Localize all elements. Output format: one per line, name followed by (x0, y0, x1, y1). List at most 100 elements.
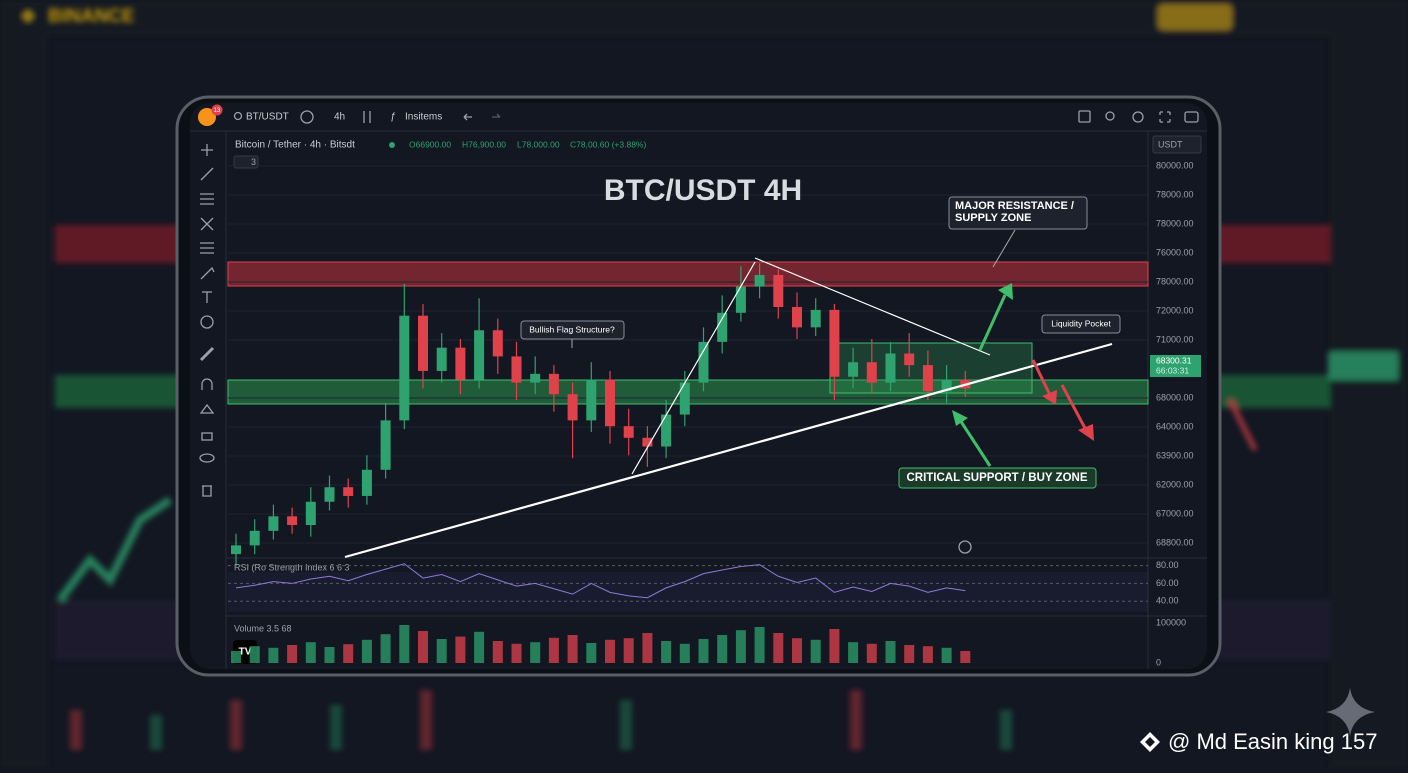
search-icon[interactable] (233, 111, 243, 121)
candle-body (792, 306, 802, 328)
badge-count: 13 (214, 108, 221, 114)
annotation: Bullish Flag Structure? (529, 324, 615, 334)
candle-body (661, 414, 672, 447)
candle-body (548, 373, 559, 395)
fib[interactable] (200, 193, 214, 205)
arrow-head (998, 283, 1013, 300)
price-tag (1150, 355, 1201, 377)
arrow-down (1060, 384, 1088, 431)
replay-icon[interactable] (958, 540, 972, 554)
price-label: 68800.00 (1156, 537, 1194, 547)
price-axis: 80000.00 78000.00 78000.00 76000.00 78000.00… (1156, 160, 1194, 547)
trendline[interactable] (200, 167, 214, 181)
candle-body (231, 545, 241, 555)
emoji[interactable] (200, 315, 214, 329)
rsi-tick-label: 80.00 (1156, 560, 1179, 570)
candle-body (586, 379, 597, 421)
candle-body (436, 347, 447, 371)
fullscreen[interactable] (1159, 111, 1171, 123)
volume-bar (305, 642, 316, 663)
callout-line (992, 229, 1016, 268)
candle-body (679, 382, 690, 415)
symbol[interactable]: BT/USDT (246, 112, 289, 123)
lock[interactable] (201, 432, 213, 441)
redo[interactable] (492, 113, 501, 118)
volume-bar (866, 643, 877, 663)
indicators[interactable]: Insitems (405, 112, 442, 123)
candle-body (698, 341, 709, 383)
candle-body (268, 516, 279, 531)
annotation-box (520, 320, 625, 340)
ruler[interactable] (199, 346, 215, 362)
volume-bar (679, 643, 690, 663)
indicators-icon[interactable]: ƒ (390, 112, 396, 123)
chart-type[interactable] (363, 111, 371, 123)
lock-draw[interactable] (199, 403, 215, 414)
volume-bar (399, 625, 410, 663)
volume-bar (848, 642, 859, 663)
price-label: 78000.00 (1156, 276, 1194, 286)
currency-select[interactable] (1152, 135, 1202, 154)
interval[interactable]: 4h (334, 112, 345, 123)
trash[interactable] (202, 485, 212, 497)
indicator-count: 3 (251, 157, 256, 167)
candle-body (380, 420, 391, 470)
price-label: 80000.00 (1156, 160, 1194, 170)
chart-title: BTC/USDT 4H (604, 174, 802, 207)
candle-body (642, 437, 653, 447)
candle-body (474, 330, 485, 380)
magnet[interactable] (201, 378, 213, 390)
volume-label: Volume 3.5 68 (234, 623, 292, 633)
visibility[interactable] (199, 453, 215, 463)
volume-bar (268, 647, 279, 663)
rsi-band (228, 572, 1148, 612)
candle-body (305, 501, 316, 526)
candle-body (941, 379, 952, 392)
text-tool[interactable] (202, 291, 212, 303)
volume-bar (474, 631, 485, 663)
brush[interactable] (200, 266, 215, 280)
candle-body (735, 286, 746, 313)
settings[interactable] (1132, 111, 1144, 123)
flag-line (754, 257, 991, 356)
symbol-icon[interactable] (198, 108, 216, 126)
volume-bar (773, 633, 784, 663)
arrow-up (978, 294, 1007, 351)
rsi-label: RSI (Ro Strength Index 6 6 3 (234, 562, 350, 572)
volume-bar (698, 639, 709, 663)
zoom[interactable] (1105, 111, 1115, 121)
undo[interactable] (463, 113, 472, 121)
candle-body (399, 315, 410, 421)
candle-body (754, 275, 765, 287)
status-dot (389, 142, 395, 148)
pattern[interactable] (200, 217, 214, 231)
annotation-box (948, 196, 1088, 230)
volume-bar (904, 645, 915, 663)
candle-body (904, 353, 915, 366)
layout[interactable] (1078, 110, 1091, 123)
watermark-icon (1140, 732, 1160, 752)
tv-logo[interactable]: TV (239, 647, 252, 658)
candle-body (829, 309, 840, 377)
volume-bar (567, 635, 578, 663)
volume-bar (436, 639, 447, 663)
add-symbol[interactable] (300, 110, 314, 124)
volume-bar (287, 645, 298, 663)
projection[interactable] (200, 242, 214, 254)
arrow-support (958, 419, 992, 467)
indicator-toggle[interactable] (233, 155, 259, 169)
snapshot[interactable] (1184, 111, 1199, 123)
volume-bar (492, 641, 503, 663)
price-tag-timer: 66:03:31 (1156, 365, 1189, 375)
candle-body (605, 379, 615, 427)
price-label: 78000.00 (1156, 189, 1194, 199)
price-label: 67000.00 (1156, 508, 1194, 518)
annotation: CRITICAL SUPPORT / BUY ZONE (906, 472, 1087, 484)
brand: BINANCE (48, 6, 135, 27)
candle-body (848, 362, 859, 377)
candle-body (492, 330, 503, 357)
crosshair[interactable] (201, 144, 213, 156)
candle-body (810, 309, 821, 328)
candle-body (287, 516, 298, 526)
